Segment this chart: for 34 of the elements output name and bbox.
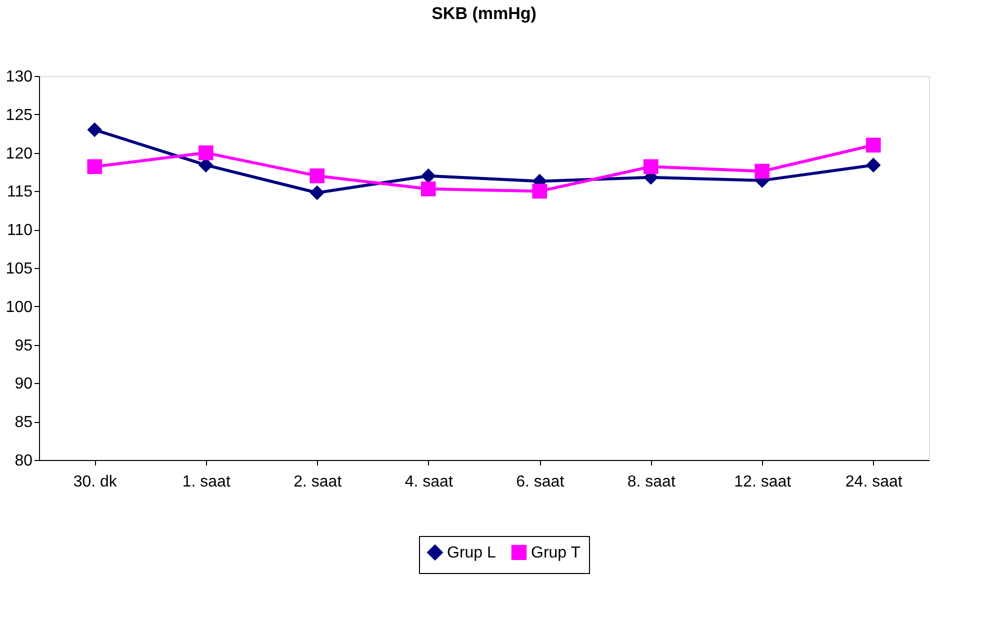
y-tick-label: 100 — [6, 298, 33, 316]
point — [310, 185, 325, 200]
x-tick-label: 4. saat — [404, 474, 454, 490]
x-tick-label: 30. dk — [73, 474, 118, 490]
point — [420, 181, 436, 196]
y-tick-label: 95 — [14, 337, 33, 354]
point — [532, 184, 548, 199]
point — [310, 168, 325, 184]
point — [643, 159, 658, 174]
y-tick-label: 80 — [14, 452, 33, 470]
y-tick-label: 120 — [6, 145, 33, 162]
point — [866, 158, 881, 173]
y-tick-label: 130 — [6, 68, 33, 86]
y-tick-label: 110 — [6, 222, 33, 240]
y-tick-label: 115 — [6, 184, 33, 201]
x-tick-label: 12. saat — [734, 474, 792, 490]
point — [87, 122, 102, 138]
legend-label: Grup L — [447, 544, 496, 562]
x-tick-label: 6. saat — [516, 474, 565, 490]
point — [866, 138, 881, 153]
y-tick-label: 105 — [6, 260, 33, 278]
y-tick-label: 90 — [14, 376, 33, 393]
point — [198, 145, 214, 160]
legend-label: Grup T — [531, 544, 581, 562]
y-tick-label: 85 — [14, 414, 33, 432]
x-tick-label: 1. saat — [182, 474, 231, 490]
point — [87, 159, 102, 174]
x-tick-label: 24. saat — [845, 474, 903, 490]
y-tick-label: 125 — [6, 106, 33, 124]
point — [420, 168, 436, 184]
x-tick-label: 2. saat — [294, 474, 342, 490]
x-tick-label: 8. saat — [627, 474, 676, 490]
point — [754, 164, 770, 179]
chart-title: SKB (mmHg) — [432, 4, 536, 23]
